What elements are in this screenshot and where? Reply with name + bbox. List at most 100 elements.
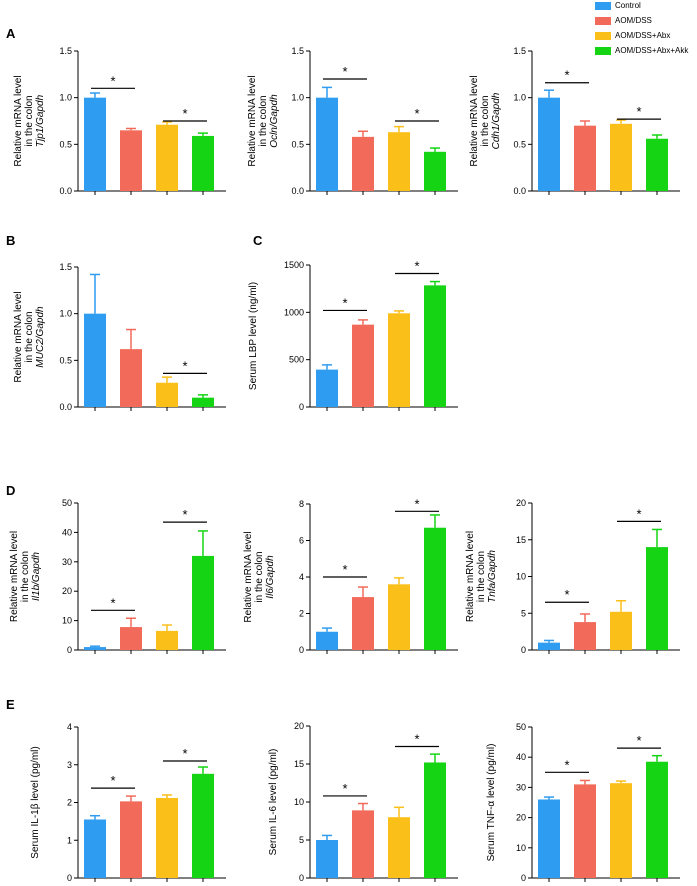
significance-star: *	[342, 781, 347, 796]
bar-muc2-3	[192, 397, 214, 407]
legend-label-aom-dss: AOM/DSS	[615, 16, 652, 25]
significance-star: *	[636, 506, 641, 521]
y-tick-label: 10	[62, 616, 72, 626]
y-axis-label-line: Relative mRNA level	[469, 75, 480, 166]
y-tick-label: 0	[299, 873, 304, 883]
significance-star: *	[342, 562, 347, 577]
y-tick-label: 0.0	[59, 402, 72, 412]
legend-swatch-aom-dss-abx	[595, 31, 611, 40]
bar-il1b_serum-1	[120, 801, 142, 878]
significance-star: *	[564, 587, 569, 602]
bar-cdh1-2	[610, 123, 632, 191]
y-tick-label: 20	[516, 813, 526, 823]
y-axis-label-line: in the colon	[480, 95, 491, 146]
bar-il1b-1	[120, 627, 142, 650]
y-tick-label: 1000	[284, 307, 304, 317]
y-axis-label-line: in the colon	[24, 311, 35, 362]
y-tick-label: 50	[62, 498, 72, 508]
y-axis-label-line: in the colon	[24, 95, 35, 146]
chart-il6: 0 2 4 6 8 * * Relative mRNA levelin the colonIl…	[243, 496, 458, 655]
y-tick-label: 0	[521, 645, 526, 655]
significance-star: *	[342, 295, 347, 310]
significance-star: *	[636, 733, 641, 748]
y-tick-label: 0.5	[59, 139, 72, 149]
chart-tnfa_serum: 0 10 20 30 40 50 * * Serum TNF-α level (pg/ml)	[486, 722, 680, 883]
significance-star: *	[414, 259, 419, 274]
significance-star: *	[564, 68, 569, 83]
y-axis-label-line: in the colon	[254, 551, 265, 602]
y-axis-label-line: Relative mRNA level	[9, 531, 20, 622]
bar-il6_serum-2	[388, 817, 410, 878]
bar-ocln-2	[388, 132, 410, 191]
bar-tnfa-3	[646, 547, 668, 650]
bar-il1b-3	[192, 555, 214, 650]
chart-tnfa: 0 5 10 15 20 * * Relative mRNA levelin the colo…	[465, 498, 680, 655]
y-axis-label-line: Relative mRNA level	[465, 531, 476, 622]
bar-ocln-1	[352, 136, 374, 191]
bar-lbp-3	[424, 285, 446, 407]
bar-il6_serum-3	[424, 762, 446, 878]
y-tick-label: 5	[521, 608, 526, 618]
y-axis-label-line: Il6/Gapdh	[265, 555, 276, 599]
bar-ocln-3	[424, 151, 446, 191]
y-axis-label-line: Tjp1/Gapdh	[35, 94, 46, 147]
legend-item-control: Control	[595, 1, 641, 10]
bar-il1b_serum-3	[192, 773, 214, 878]
y-tick-label: 30	[516, 782, 526, 792]
panel-label-b: B	[6, 233, 16, 248]
bar-lbp-0	[316, 369, 338, 407]
chart-cdh1: 0.0 0.5 1.0 1.5 * * Relative mRNA levelin the …	[469, 46, 680, 196]
y-axis-label-line: Serum LBP level (ng/ml)	[248, 282, 259, 390]
y-axis-label-line: Tnfa/Gapdh	[487, 550, 498, 603]
y-tick-label: 15	[516, 535, 526, 545]
y-tick-label: 10	[294, 797, 304, 807]
y-axis-label-line: Ocln/Gapdh	[269, 94, 280, 148]
bar-tnfa_serum-3	[646, 761, 668, 878]
bar-il1b-0	[84, 647, 106, 650]
y-tick-label: 0	[67, 873, 72, 883]
y-axis-label-il6: Relative mRNA levelin the colonIl6/Gapdh	[243, 531, 276, 622]
chart-il1b_serum: 0 1 2 3 4 * * Serum IL-1β level (pg/ml)	[30, 722, 226, 883]
y-axis-label-line: Relative mRNA level	[13, 75, 24, 166]
y-tick-label: 30	[62, 557, 72, 567]
y-tick-label: 0	[299, 645, 304, 655]
bar-muc2-2	[156, 382, 178, 407]
y-tick-label: 6	[299, 536, 304, 546]
y-tick-label: 0	[299, 402, 304, 412]
y-tick-label: 1.0	[59, 309, 72, 319]
y-tick-label: 1.0	[59, 93, 72, 103]
y-axis-label-line: Relative mRNA level	[13, 291, 24, 382]
bar-muc2-0	[84, 313, 106, 407]
chart-lbp: 0 500 1000 1500 * * Serum LBP level (ng/ml)	[248, 259, 458, 412]
significance-star: *	[182, 507, 187, 522]
y-tick-label: 10	[516, 572, 526, 582]
y-tick-label: 1.5	[513, 46, 526, 56]
y-tick-label: 10	[516, 843, 526, 853]
y-axis-label-line: in the colon	[258, 95, 269, 146]
bar-tnfa_serum-2	[610, 783, 632, 878]
bar-cdh1-1	[574, 125, 596, 191]
y-axis-label-il1b: Relative mRNA levelin the colonIl1b/Gapd…	[9, 531, 42, 622]
bar-il6-2	[388, 584, 410, 650]
y-tick-label: 1.0	[291, 93, 304, 103]
panel-label-a: A	[6, 26, 16, 41]
y-axis-label-lbp: Serum LBP level (ng/ml)	[248, 282, 259, 390]
bar-il6_serum-0	[316, 840, 338, 878]
bar-lbp-2	[388, 313, 410, 407]
chart-ocln: 0.0 0.5 1.0 1.5 * * Relative mRNA levelin the …	[247, 46, 458, 196]
bar-muc2-1	[120, 349, 142, 407]
significance-star: *	[414, 732, 419, 747]
chart-tjp1: 0.0 0.5 1.0 1.5 * * Relative mRNA levelin the …	[13, 46, 226, 196]
panel-label-d: D	[6, 483, 16, 498]
bar-tjp1-3	[192, 135, 214, 191]
legend-label-aom-dss-abx-akk: AOM/DSS+Abx+Akk	[615, 46, 689, 55]
bar-cdh1-0	[538, 97, 560, 191]
significance-star: *	[182, 106, 187, 121]
bar-tjp1-2	[156, 124, 178, 191]
y-axis-label-tnfa: Relative mRNA levelin the colonTnfa/Gapd…	[465, 531, 498, 622]
y-axis-label-il6_serum: Serum IL-6 level (pg/ml)	[268, 749, 279, 856]
y-axis-label-line: Relative mRNA level	[247, 75, 258, 166]
significance-star: *	[182, 746, 187, 761]
chart-il6_serum: 0 5 10 15 20 * * Serum IL-6 level (pg/ml)	[268, 721, 458, 883]
